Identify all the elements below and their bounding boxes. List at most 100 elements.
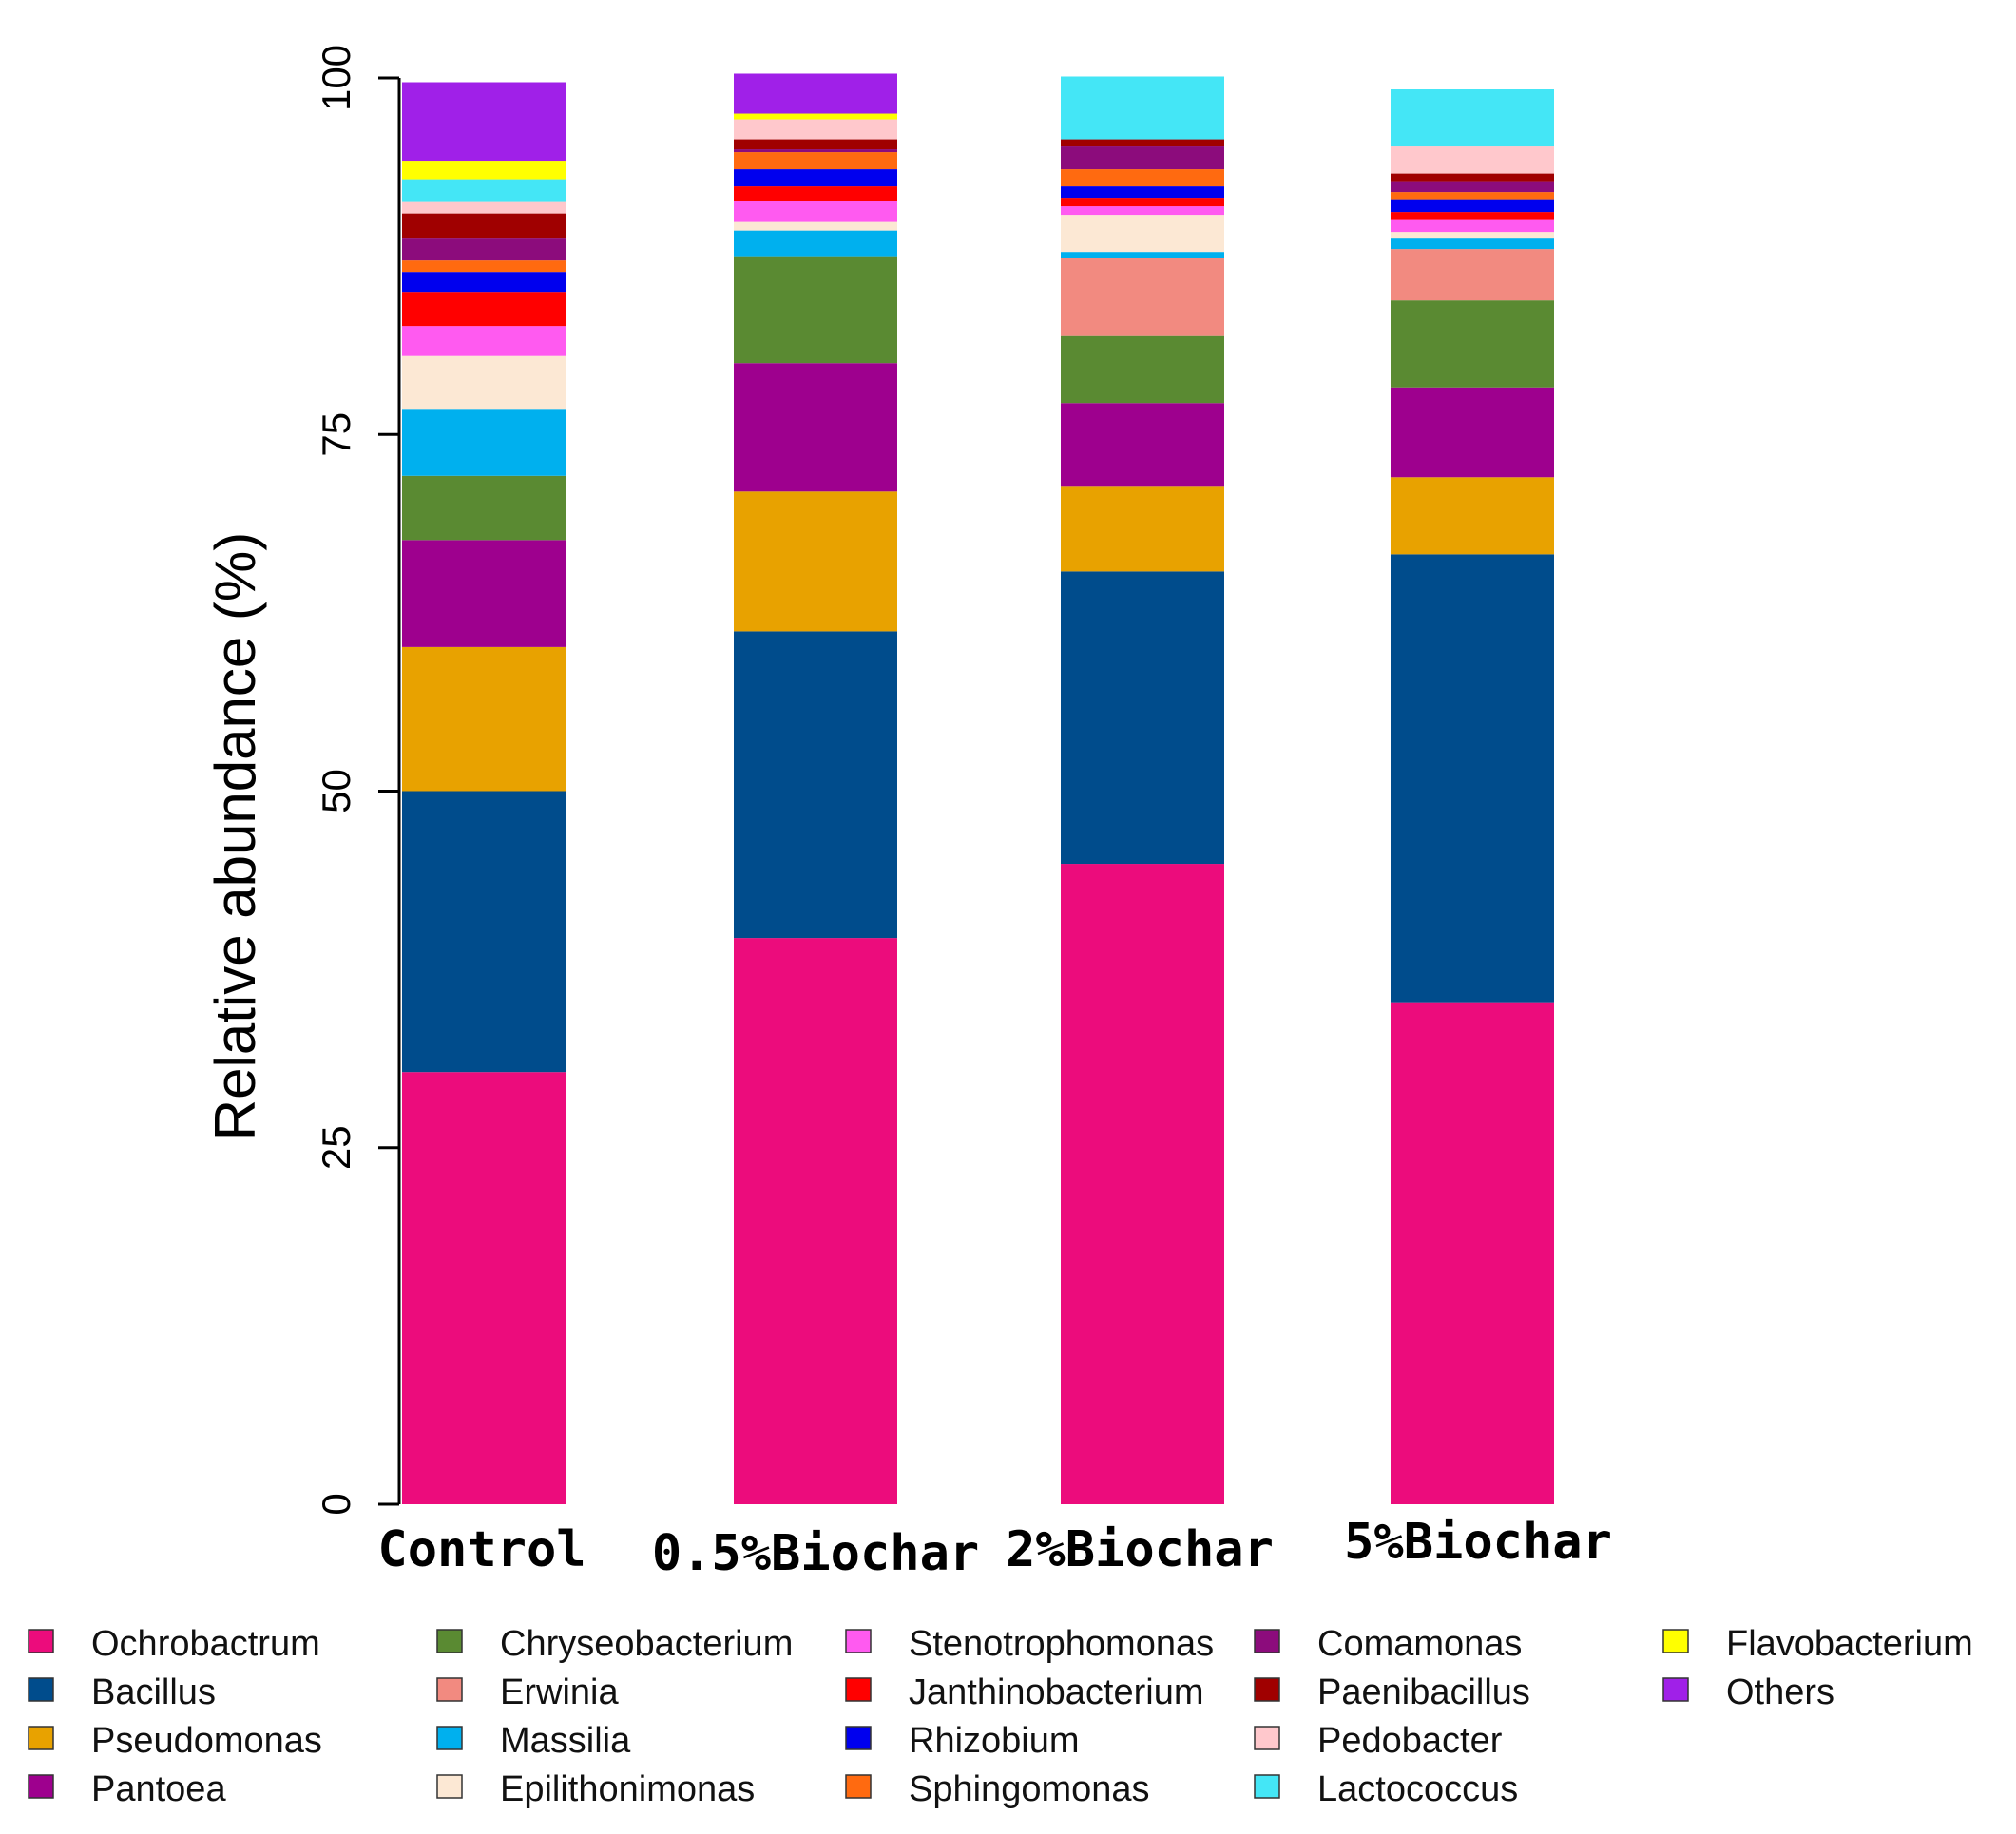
bar-segment-pantoea: [402, 540, 566, 647]
bar-segment-bacillus: [1391, 554, 1554, 1003]
legend-label: Ochrobactrum: [91, 1624, 320, 1664]
bar-segment-others: [402, 82, 566, 162]
bar-segment-sphingomonas: [1061, 169, 1224, 187]
bar-segment-stenotrophomonas: [734, 201, 897, 222]
bar-segment-paenibacillus: [1061, 139, 1224, 147]
bar-segment-pantoea: [1061, 403, 1224, 487]
bar-stack-control: [402, 82, 566, 1504]
bar-segment-paenibacillus: [402, 213, 566, 239]
x-tick-label-5-biochar: 5%Biochar: [1344, 1514, 1612, 1571]
legend-swatch: [1662, 1629, 1689, 1653]
legend-label: Pantoea: [91, 1769, 226, 1809]
bar-segment-massilia: [734, 230, 897, 257]
legend-item-bacillus: Bacillus: [28, 1672, 216, 1712]
bar-segment-sphingomonas: [402, 260, 566, 273]
legend-swatch: [28, 1677, 54, 1702]
legend-label: Massilia: [500, 1721, 631, 1761]
legend-item-janthinobacterium: Janthinobacterium: [845, 1672, 1204, 1712]
bar-segment-pseudomonas: [402, 646, 566, 792]
bar-segment-erwinia: [1391, 249, 1554, 301]
bar-segment-chryseobacterium: [1061, 335, 1224, 404]
legend-item-epilithonimonas: Epilithonimonas: [436, 1769, 755, 1809]
bar-segment-sphingomonas: [1391, 192, 1554, 200]
y-tick-label: 75: [314, 412, 358, 457]
bar-segment-rhizobium: [734, 169, 897, 187]
legend-label: Pseudomonas: [91, 1721, 322, 1761]
bar-segment-epilithonimonas: [1391, 232, 1554, 239]
legend-swatch: [28, 1629, 54, 1653]
bar-segment-janthinobacterium: [1391, 212, 1554, 220]
legend-label: Lactococcus: [1317, 1769, 1518, 1809]
legend-label: Sphingomonas: [909, 1769, 1150, 1809]
bar-segment-others: [734, 73, 897, 114]
bar-segment-pseudomonas: [734, 491, 897, 632]
bar-segment-comamonas: [1061, 146, 1224, 170]
legend-swatch: [1662, 1677, 1689, 1702]
legend-swatch: [1254, 1677, 1280, 1702]
bar-segment-stenotrophomonas: [1061, 206, 1224, 216]
bar-segment-epilithonimonas: [402, 355, 566, 410]
bar-segment-janthinobacterium: [734, 186, 897, 201]
y-tick-label: 0: [314, 1493, 358, 1515]
legend-label: Comamonas: [1317, 1624, 1522, 1664]
bar-segment-stenotrophomonas: [402, 326, 566, 356]
legend-swatch: [845, 1629, 872, 1653]
bar-segment-pedobacter: [734, 119, 897, 140]
bar-segment-pseudomonas: [1061, 486, 1224, 572]
legend-swatch: [1254, 1726, 1280, 1750]
legend-swatch: [845, 1726, 872, 1750]
bar-segment-erwinia: [1061, 258, 1224, 336]
bar-stack-0-5-biochar: [734, 73, 897, 1504]
bar-segment-pedobacter: [1391, 146, 1554, 174]
x-tick-label-2-biochar: 2%Biochar: [1006, 1521, 1274, 1578]
legend-label: Bacillus: [91, 1672, 216, 1712]
legend-label: Flavobacterium: [1726, 1624, 1973, 1664]
bar-segment-ochrobactrum: [402, 1072, 566, 1504]
bar-segment-flavobacterium: [402, 161, 566, 180]
legend-swatch: [436, 1726, 463, 1750]
legend-label: Pedobacter: [1317, 1721, 1503, 1761]
bar-segment-ochrobactrum: [1391, 1002, 1554, 1504]
bars: [402, 73, 1554, 1504]
legend-swatch: [1254, 1774, 1280, 1799]
bar-segment-paenibacillus: [734, 139, 897, 150]
bar-segment-ochrobactrum: [1061, 864, 1224, 1504]
legend-item-rhizobium: Rhizobium: [845, 1721, 1080, 1761]
bar-segment-massilia: [402, 409, 566, 476]
legend-item-flavobacterium: Flavobacterium: [1662, 1624, 1973, 1664]
legend-item-pedobacter: Pedobacter: [1254, 1721, 1503, 1761]
bar-segment-epilithonimonas: [1061, 215, 1224, 253]
legend-swatch: [1254, 1629, 1280, 1653]
bar-segment-comamonas: [1391, 181, 1554, 193]
bar-segment-rhizobium: [1391, 199, 1554, 213]
x-tick-label-control: Control: [377, 1521, 586, 1578]
bar-segment-lactococcus: [1061, 76, 1224, 140]
legend-label: Erwinia: [500, 1672, 619, 1712]
legend-swatch: [845, 1774, 872, 1799]
bar-segment-epilithonimonas: [734, 221, 897, 231]
legend-item-paenibacillus: Paenibacillus: [1254, 1672, 1530, 1712]
legend-item-chryseobacterium: Chryseobacterium: [436, 1624, 793, 1664]
bar-stack-2-biochar: [1061, 76, 1224, 1504]
legend-label: Paenibacillus: [1317, 1672, 1530, 1712]
y-tick-label: 100: [314, 45, 358, 111]
bar-segment-bacillus: [734, 631, 897, 939]
legend-item-stenotrophomonas: Stenotrophomonas: [845, 1624, 1214, 1664]
legend-swatch: [436, 1774, 463, 1799]
bar-segment-paenibacillus: [1391, 173, 1554, 182]
bar-segment-pantoea: [734, 363, 897, 492]
y-tick-label: 25: [314, 1125, 358, 1170]
legend-item-pantoea: Pantoea: [28, 1769, 226, 1809]
bar-segment-lactococcus: [1391, 89, 1554, 147]
legend-swatch: [436, 1629, 463, 1653]
bar-segment-lactococcus: [402, 179, 566, 202]
bar-segment-flavobacterium: [734, 113, 897, 120]
bar-segment-comamonas: [734, 149, 897, 153]
legend-swatch: [436, 1677, 463, 1702]
legend-label: Stenotrophomonas: [909, 1624, 1214, 1664]
bar-segment-bacillus: [1061, 571, 1224, 865]
bar-segment-janthinobacterium: [1061, 198, 1224, 207]
bar-segment-pedobacter: [402, 201, 566, 214]
legend-item-sphingomonas: Sphingomonas: [845, 1769, 1150, 1809]
